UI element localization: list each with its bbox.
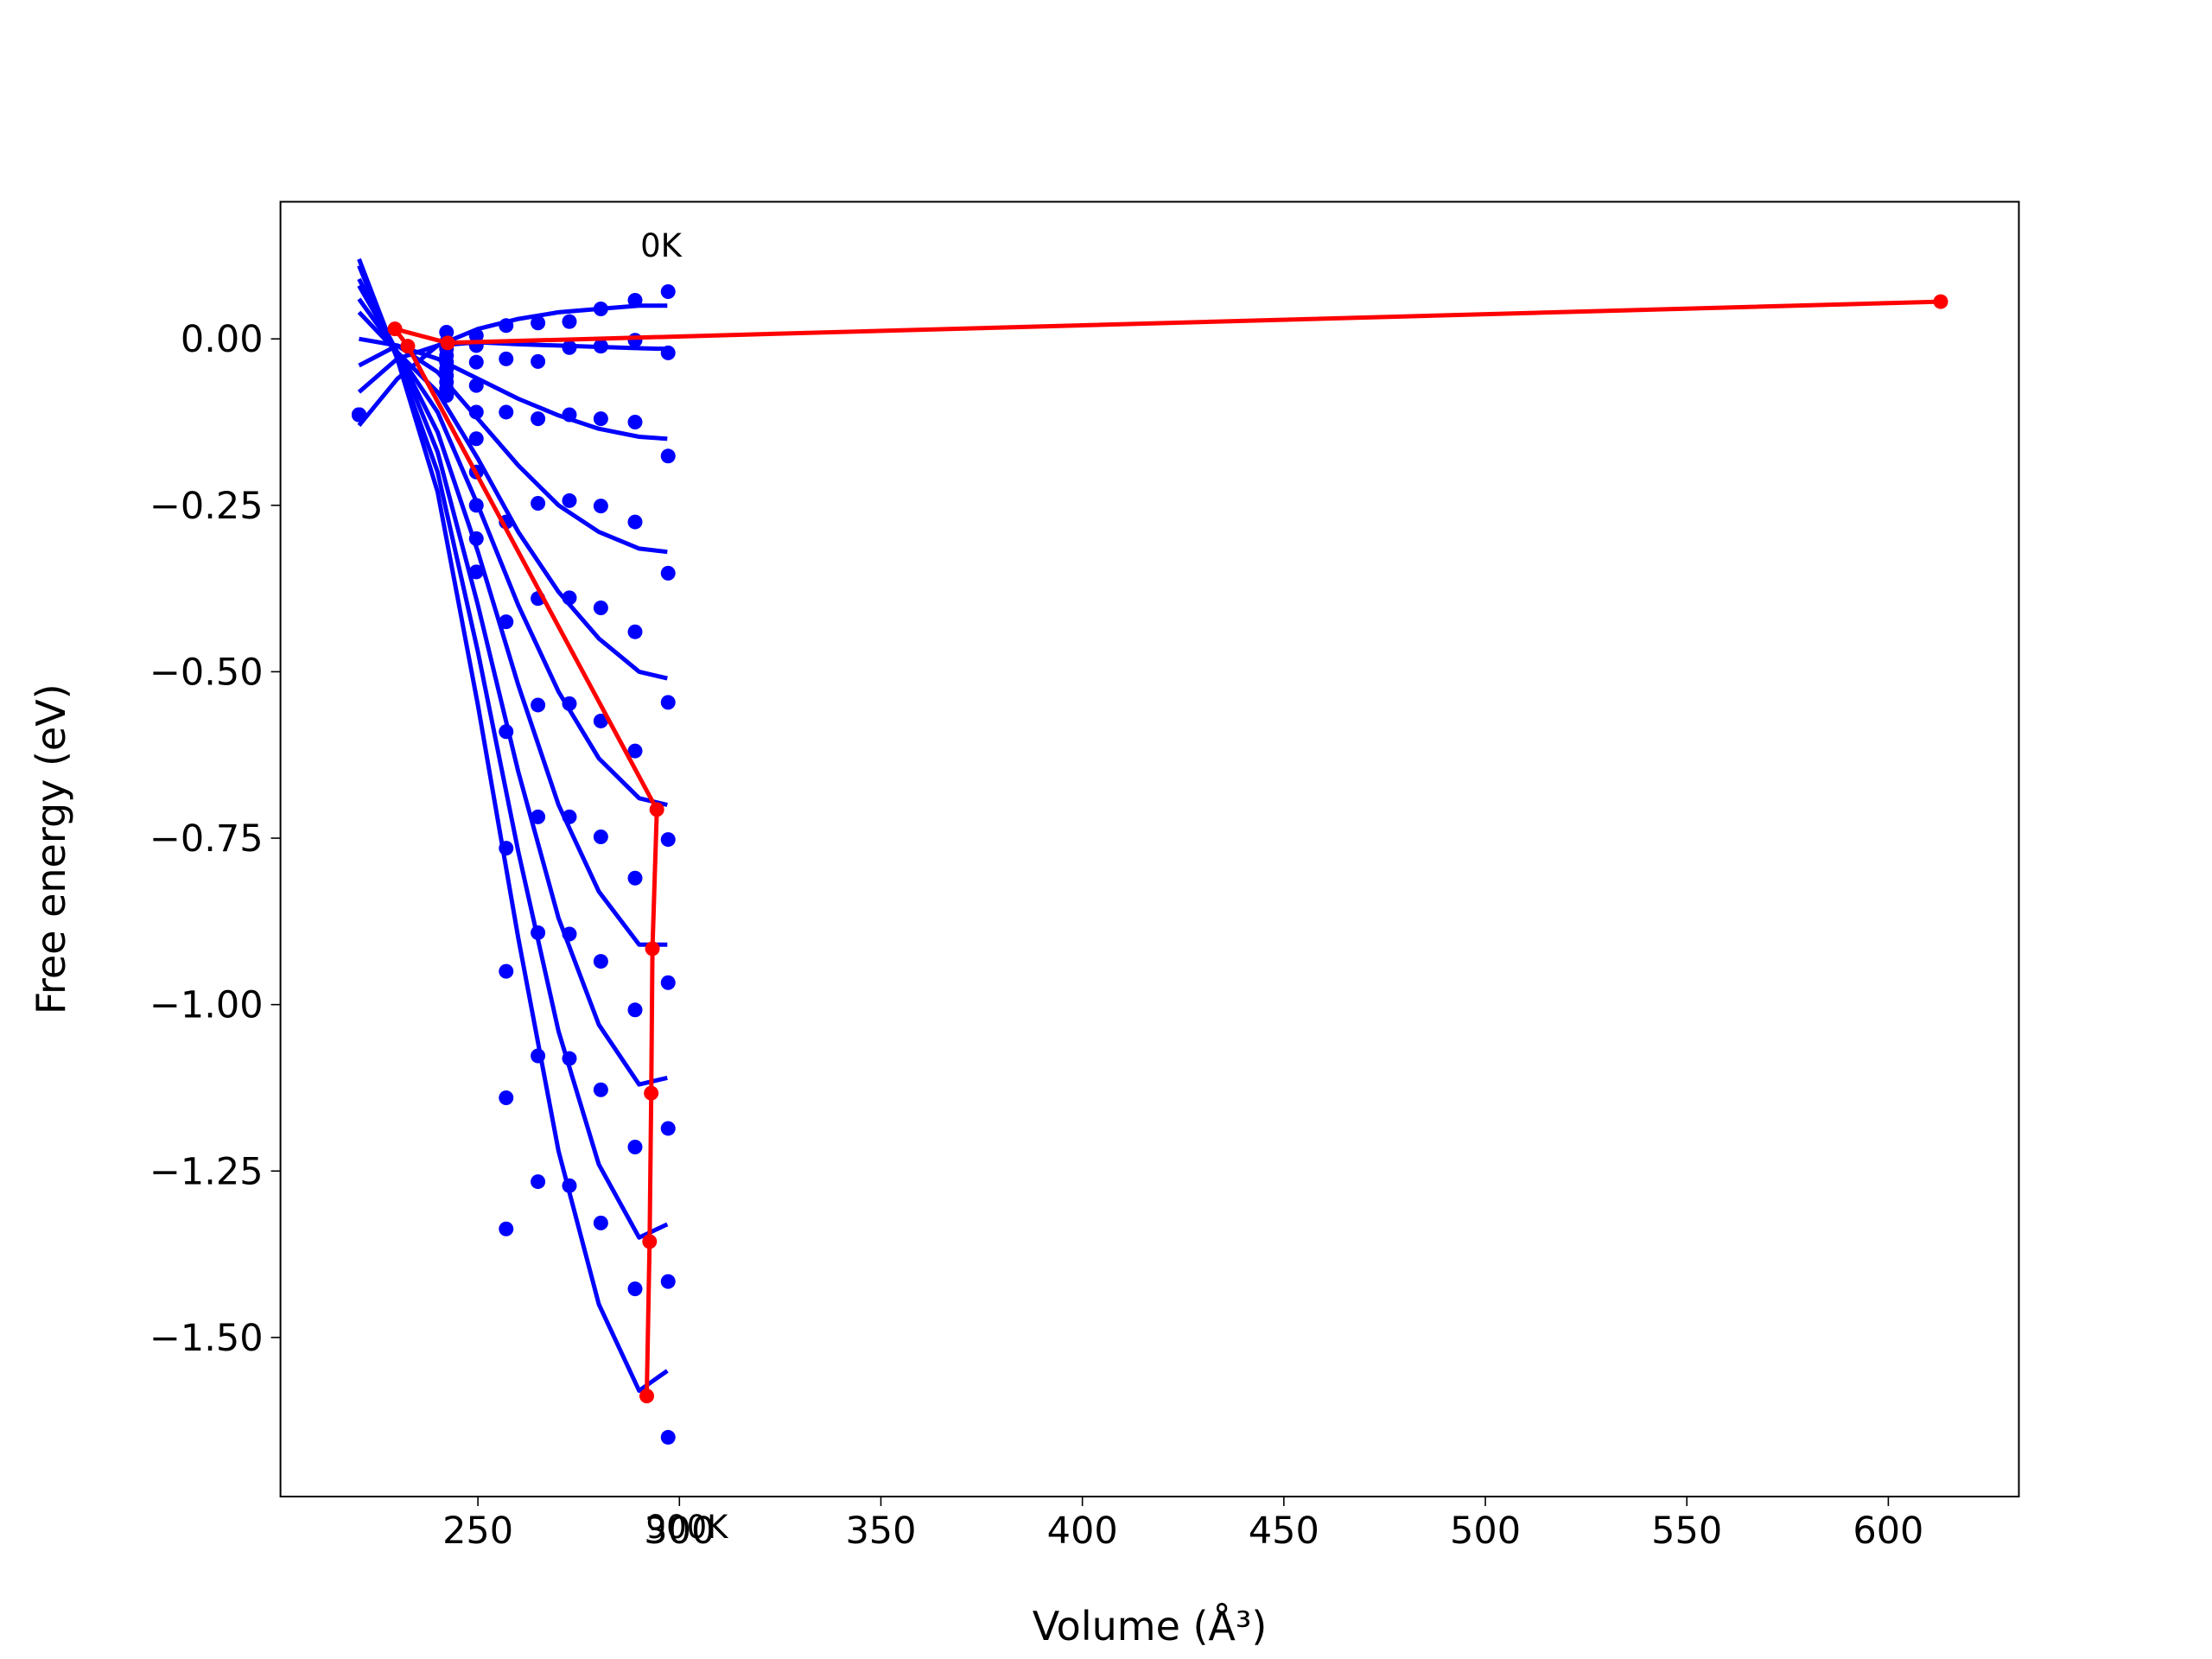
y-tick-label: 0.00 <box>181 318 264 361</box>
scatter-point <box>660 1121 676 1136</box>
scatter-point <box>660 565 676 581</box>
scatter-point <box>627 333 643 348</box>
scatter-point <box>531 353 546 369</box>
curve <box>357 284 668 947</box>
x-tick-label: 450 <box>1249 1510 1319 1553</box>
scatter-point <box>468 354 484 370</box>
x-tick-label: 550 <box>1651 1510 1722 1553</box>
y-axis-label: Free energy (eV) <box>28 683 74 1014</box>
x-axis-label: Volume (Å³) <box>1033 1603 1268 1649</box>
scatter-point <box>627 870 643 886</box>
scatter-point <box>593 829 608 844</box>
curve <box>357 277 668 1087</box>
scatter-point <box>660 448 676 464</box>
scatter-point <box>593 1082 608 1097</box>
scatter-point <box>593 1215 608 1230</box>
scatter-point <box>531 809 546 824</box>
scatter-point <box>531 411 546 427</box>
y-tick-label: −1.00 <box>149 984 264 1027</box>
line-marker <box>400 339 416 354</box>
scatter-point <box>660 832 676 848</box>
scatter-point <box>593 411 608 427</box>
line-marker <box>639 1389 655 1404</box>
x-tick-label: 250 <box>442 1510 513 1553</box>
line-marker <box>642 1234 658 1249</box>
scatter-point <box>627 743 643 759</box>
y-tick-label: −1.25 <box>149 1150 264 1193</box>
scatter-point <box>627 1002 643 1018</box>
scatter-point <box>468 564 484 580</box>
scatter-point <box>660 284 676 300</box>
scatter-point <box>499 404 514 420</box>
annotation: 0K <box>640 227 683 264</box>
scatter-point <box>531 496 546 512</box>
curve <box>357 297 668 807</box>
y-tick-label: −0.50 <box>149 651 264 694</box>
y-tick-label: −1.50 <box>149 1317 264 1360</box>
scatter-point <box>593 954 608 969</box>
line-marker <box>649 802 664 817</box>
scatter-point <box>562 493 577 508</box>
scatter-point <box>660 975 676 990</box>
scatter-point <box>660 1274 676 1289</box>
line-marker <box>645 941 660 957</box>
scatter-point <box>627 1281 643 1297</box>
line-marker <box>440 335 455 351</box>
scatter-point <box>499 351 514 366</box>
scatter-point <box>531 1174 546 1190</box>
scatter-point <box>499 1090 514 1106</box>
scatter-point <box>627 514 643 530</box>
line-marker <box>644 1085 659 1101</box>
scatter-point <box>627 1140 643 1155</box>
y-tick-label: −0.75 <box>149 817 264 861</box>
scatter-point <box>593 713 608 728</box>
scatter-point <box>531 315 546 331</box>
x-tick-label: 300 <box>644 1510 715 1553</box>
scatter-point <box>593 600 608 615</box>
scatter-point <box>499 1221 514 1236</box>
scatter-point <box>627 415 643 430</box>
scatter-point <box>499 963 514 979</box>
plot-area <box>352 257 1948 1445</box>
scatter-point <box>660 1429 676 1445</box>
scatter-point <box>627 624 643 639</box>
scatter-point <box>562 314 577 329</box>
scatter-point <box>660 695 676 710</box>
x-tick-label: 400 <box>1047 1510 1118 1553</box>
scatter-point <box>593 499 608 514</box>
scatter-point <box>531 697 546 713</box>
annotation: 900K <box>646 1509 730 1546</box>
curve <box>357 257 669 1393</box>
axes-frame <box>279 200 2020 1497</box>
y-tick-label: −0.25 <box>149 485 264 528</box>
curve <box>357 310 668 681</box>
x-tick-label: 350 <box>845 1510 916 1553</box>
scatter-point <box>468 431 484 447</box>
line-marker <box>1933 294 1948 309</box>
x-tick-label: 600 <box>1853 1510 1923 1553</box>
x-tick-label: 500 <box>1450 1510 1521 1553</box>
line-marker <box>387 321 403 337</box>
